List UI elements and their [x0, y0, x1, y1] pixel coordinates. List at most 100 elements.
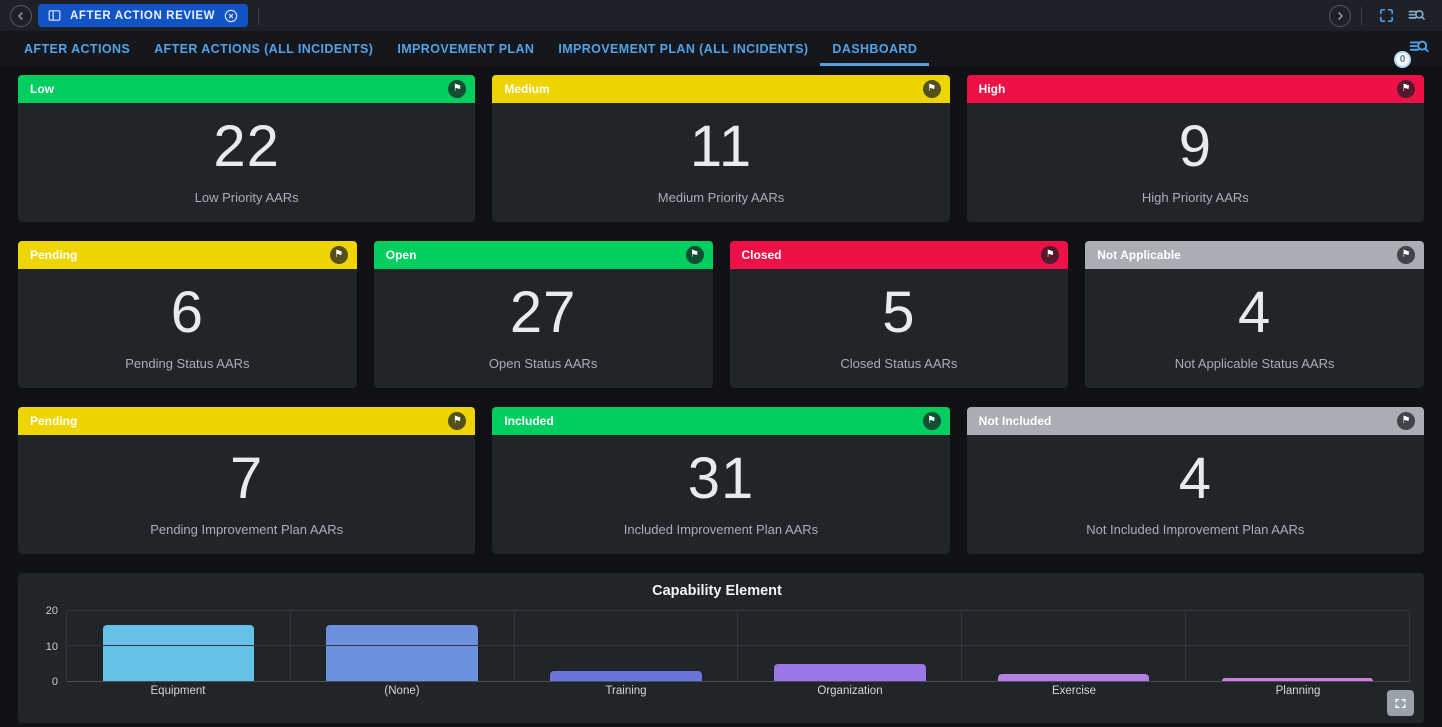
stat-value: 7	[230, 446, 264, 511]
stat-caption: Low Priority AARs	[194, 190, 299, 205]
chart-title: Capability Element	[652, 583, 782, 599]
capability-element-chart-card: Capability Element 0 10 20 Equipment (None)…	[18, 573, 1424, 723]
stat-caption: High Priority AARs	[1141, 190, 1249, 205]
forward-button[interactable]	[1329, 4, 1351, 27]
fullscreen-icon	[1379, 8, 1394, 23]
stat-card-title: Low	[30, 82, 54, 96]
stat-card-not-applicable-status: Not Applicable ⚑ 4 Not Applicable Status…	[1085, 241, 1424, 388]
chart-bar-exercise[interactable]	[997, 674, 1150, 681]
stat-card-title: High	[978, 82, 1006, 96]
chart-bar-training[interactable]	[550, 670, 702, 681]
gridline	[67, 645, 1409, 646]
stat-card-header: Open ⚑	[373, 241, 713, 269]
divider	[1361, 6, 1362, 25]
fullscreen-button[interactable]	[1372, 7, 1401, 24]
flag-icon[interactable]: ⚑	[329, 246, 348, 264]
chart-band	[67, 611, 290, 681]
stat-card-high-priority: High ⚑ 9 High Priority AARs	[966, 75, 1424, 222]
stat-card-title: Closed	[741, 248, 782, 262]
chart-x-labels: Equipment (None) Training Organization Exerc…	[66, 682, 1410, 697]
chevron-left-icon	[17, 11, 23, 20]
stat-caption: Medium Priority AARs	[657, 190, 785, 205]
chart-plot	[66, 610, 1410, 682]
flag-icon[interactable]: ⚑	[1041, 246, 1060, 264]
y-tick-label: 10	[45, 640, 58, 653]
stat-card-pending-status: Pending ⚑ 6 Pending Status AARs	[18, 241, 357, 388]
stat-card-title: Open	[385, 248, 417, 262]
stat-card-included-improvement-plan: Included ⚑ 31 Included Improvement Plan …	[492, 407, 950, 554]
chart-band	[289, 611, 514, 681]
stat-value: 22	[213, 114, 280, 179]
layout-icon	[48, 10, 61, 21]
flag-icon[interactable]: ⚑	[922, 80, 941, 98]
stat-card-low-priority: Low ⚑ 22 Low Priority AARs	[18, 75, 476, 222]
close-icon[interactable]	[223, 8, 239, 24]
stat-card-header: Pending ⚑	[18, 241, 357, 269]
x-category-label: Training	[605, 685, 647, 697]
y-tick-label: 20	[45, 605, 58, 617]
list-search-icon	[1408, 9, 1425, 20]
stat-caption: Pending Improvement Plan AARs	[150, 522, 344, 537]
stat-card-header: Closed ⚑	[729, 241, 1069, 269]
chart-band	[961, 611, 1185, 681]
gridline	[67, 610, 1409, 611]
chevron-right-icon	[1338, 11, 1344, 20]
expand-icon	[1395, 698, 1406, 708]
view-tab-bar: AFTER ACTIONS AFTER ACTIONS (ALL INCIDEN…	[0, 31, 1442, 68]
stat-card-not-included-improvement-plan: Not Included ⚑ 4 Not Included Improvemen…	[966, 407, 1424, 554]
x-category-label: (None)	[384, 685, 420, 697]
chart-bar-equipment[interactable]	[102, 625, 255, 681]
document-tab-label: AFTER ACTION REVIEW	[70, 9, 216, 22]
list-search-button[interactable]	[1401, 6, 1432, 25]
stat-value: 11	[689, 114, 753, 179]
document-tab[interactable]: AFTER ACTION REVIEW	[38, 4, 249, 27]
stat-caption: Not Applicable Status AARs	[1174, 356, 1335, 371]
stat-card-title: Pending	[30, 248, 78, 262]
tab-after-actions-all-incidents[interactable]: AFTER ACTIONS (ALL INCIDENTS)	[154, 41, 374, 56]
stat-card-header: Included ⚑	[492, 407, 950, 435]
tab-improvement-plan-all-incidents[interactable]: IMPROVEMENT PLAN (ALL INCIDENTS)	[558, 41, 809, 56]
flag-icon[interactable]: ⚑	[1397, 246, 1415, 264]
chart-bar-organization[interactable]	[774, 663, 926, 681]
tab-improvement-plan[interactable]: IMPROVEMENT PLAN	[397, 41, 535, 56]
x-category-label: Organization	[817, 685, 883, 697]
stat-caption: Pending Status AARs	[125, 356, 250, 371]
stat-value: 4	[1178, 446, 1212, 511]
stat-value: 5	[882, 280, 916, 345]
stat-caption: Included Improvement Plan AARs	[623, 522, 819, 537]
stat-card-open-status: Open ⚑ 27 Open Status AARs	[373, 241, 713, 388]
stat-card-header: Pending ⚑	[18, 407, 476, 435]
back-button[interactable]	[10, 4, 32, 27]
stat-card-title: Medium	[504, 82, 550, 96]
stat-card-medium-priority: Medium ⚑ 11 Medium Priority AARs	[492, 75, 950, 222]
tab-dashboard[interactable]: DASHBOARD	[820, 31, 930, 66]
dashboard-content: Low ⚑ 22 Low Priority AARs Medium ⚑ 11 M…	[0, 66, 1442, 723]
improvement-plan-cards-row: Pending ⚑ 7 Pending Improvement Plan AAR…	[18, 407, 1424, 554]
chart-y-axis: 0 10 20	[24, 605, 66, 688]
chart-band	[513, 611, 738, 681]
flag-icon[interactable]: ⚑	[448, 412, 467, 430]
top-bar: AFTER ACTION REVIEW	[0, 0, 1442, 31]
stat-value: 9	[1178, 114, 1212, 179]
stat-card-header: Not Applicable ⚑	[1085, 241, 1424, 269]
stat-value: 31	[687, 446, 755, 511]
flag-icon[interactable]: ⚑	[1397, 80, 1415, 98]
flag-icon[interactable]: ⚑	[685, 246, 704, 264]
tab-after-actions[interactable]: AFTER ACTIONS	[24, 41, 131, 56]
flag-icon[interactable]: ⚑	[448, 80, 467, 98]
search-results-button[interactable]: 0	[1394, 36, 1430, 68]
x-category-label: Equipment	[150, 685, 206, 697]
stat-card-title: Included	[504, 414, 554, 428]
stat-card-header: Medium ⚑	[492, 75, 950, 103]
expand-chart-button[interactable]	[1387, 690, 1414, 716]
flag-icon[interactable]: ⚑	[1397, 412, 1415, 430]
x-category-label: Planning	[1275, 685, 1321, 697]
stat-card-title: Pending	[30, 414, 78, 428]
chart-bar-none[interactable]	[326, 625, 478, 681]
stat-caption: Closed Status AARs	[840, 356, 958, 371]
flag-icon[interactable]: ⚑	[922, 412, 941, 430]
stat-caption: Open Status AARs	[488, 356, 598, 371]
chart-bar-planning[interactable]	[1221, 677, 1374, 681]
y-tick-label: 0	[51, 676, 58, 688]
x-category-label: Exercise	[1051, 685, 1097, 697]
